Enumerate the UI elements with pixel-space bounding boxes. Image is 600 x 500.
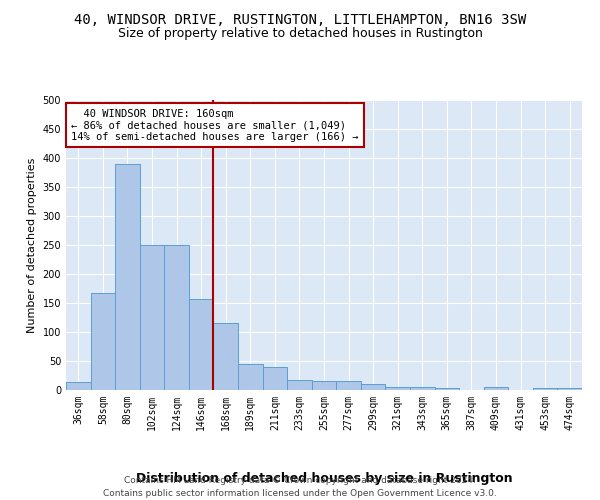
Bar bbox=[410, 387, 434, 390]
Text: Contains HM Land Registry data © Crown copyright and database right 2024.
Contai: Contains HM Land Registry data © Crown c… bbox=[103, 476, 497, 498]
Bar bbox=[189, 299, 214, 390]
X-axis label: Distribution of detached houses by size in Rustington: Distribution of detached houses by size … bbox=[136, 472, 512, 485]
Bar bbox=[140, 245, 164, 390]
Text: 40 WINDSOR DRIVE: 160sqm
← 86% of detached houses are smaller (1,049)
14% of sem: 40 WINDSOR DRIVE: 160sqm ← 86% of detach… bbox=[71, 108, 359, 142]
Bar bbox=[91, 293, 115, 390]
Bar bbox=[164, 245, 189, 390]
Bar bbox=[238, 364, 263, 390]
Bar bbox=[115, 164, 140, 390]
Bar bbox=[214, 322, 238, 390]
Bar bbox=[263, 367, 287, 390]
Y-axis label: Number of detached properties: Number of detached properties bbox=[27, 158, 37, 332]
Bar bbox=[385, 386, 410, 390]
Text: Size of property relative to detached houses in Rustington: Size of property relative to detached ho… bbox=[118, 28, 482, 40]
Bar bbox=[484, 386, 508, 390]
Bar bbox=[557, 388, 582, 390]
Bar bbox=[336, 382, 361, 390]
Bar bbox=[434, 388, 459, 390]
Bar bbox=[287, 380, 312, 390]
Bar bbox=[312, 382, 336, 390]
Text: 40, WINDSOR DRIVE, RUSTINGTON, LITTLEHAMPTON, BN16 3SW: 40, WINDSOR DRIVE, RUSTINGTON, LITTLEHAM… bbox=[74, 12, 526, 26]
Bar bbox=[66, 382, 91, 390]
Bar bbox=[533, 388, 557, 390]
Bar bbox=[361, 384, 385, 390]
